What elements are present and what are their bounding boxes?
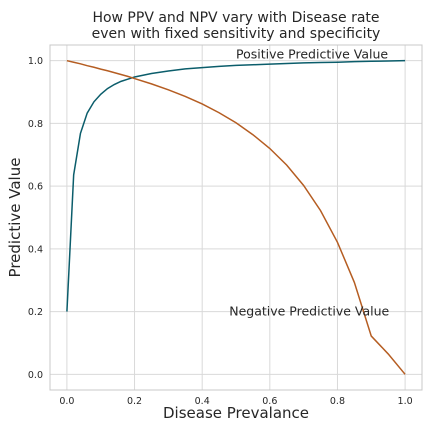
x-axis-ticks: 0.0 0.2 0.4 0.6 0.8 1.0 [59, 396, 412, 407]
x-tick-label: 0.8 [330, 396, 345, 407]
y-axis-label: Predictive Value [6, 158, 24, 278]
chart-title: How PPV and NPV vary with Disease rateev… [92, 10, 381, 42]
series [66, 59, 406, 375]
y-tick-label: 0.2 [28, 307, 43, 318]
y-tick-label: 0.8 [28, 119, 43, 130]
y-axis-ticks: 0.0 0.2 0.4 0.6 0.8 1.0 [28, 56, 43, 381]
npv-annotation: Negative Predictive Value [229, 304, 389, 319]
x-tick-label: 0.2 [127, 396, 142, 407]
chart-title-line: How PPV and NPV vary with Disease rate [92, 10, 379, 26]
grid [50, 45, 422, 390]
y-tick-label: 0.4 [28, 244, 43, 255]
x-tick-label: 0.6 [262, 396, 277, 407]
y-tick-label: 0.6 [28, 182, 43, 193]
x-tick-label: 0.4 [195, 396, 210, 407]
ppv-series-line [66, 59, 406, 312]
y-tick-label: 1.0 [28, 56, 43, 67]
plot-frame [49, 44, 423, 391]
annotations: Positive Predictive Value Negative Predic… [229, 46, 389, 318]
chart-title-line: even with fixed sensitivity and specific… [92, 26, 381, 42]
npv-series-line [66, 59, 406, 375]
y-tick-label: 0.0 [28, 370, 43, 381]
x-tick-label: 0.0 [59, 396, 74, 407]
x-tick-label: 1.0 [398, 396, 413, 407]
x-axis-label: Disease Prevalance [163, 404, 309, 422]
ppv-annotation: Positive Predictive Value [236, 46, 388, 61]
